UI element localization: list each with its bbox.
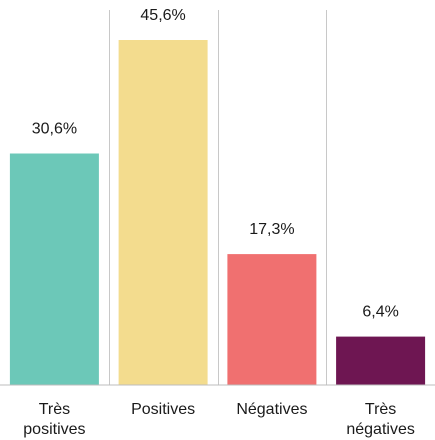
bars [9, 40, 426, 385]
category-separators [109, 10, 327, 385]
bar [227, 254, 317, 385]
category-label: Très positives [23, 401, 85, 438]
value-labels: 30,6% 45,6% 17,3% 6,4% [32, 7, 399, 321]
category-label: Très négatives [346, 401, 415, 438]
bar [9, 153, 99, 385]
category-label: Positives [131, 401, 195, 418]
category-label: Négatives [236, 401, 307, 418]
category-labels: Très positives Positives Négatives Très négat… [23, 401, 415, 438]
category-label-line: Négatives [236, 401, 307, 418]
bar-value-label: 45,6% [140, 7, 185, 24]
category-label-line: négatives [346, 421, 415, 438]
category-label-line: Très [39, 401, 70, 418]
category-label-line: positives [23, 421, 85, 438]
bar-value-label: 6,4% [362, 304, 398, 321]
bar-value-label: 17,3% [249, 221, 294, 238]
bar [118, 40, 208, 385]
category-label-line: Très [365, 401, 396, 418]
category-label-line: Positives [131, 401, 195, 418]
bar [336, 336, 426, 385]
bar-value-label: 30,6% [32, 121, 77, 138]
